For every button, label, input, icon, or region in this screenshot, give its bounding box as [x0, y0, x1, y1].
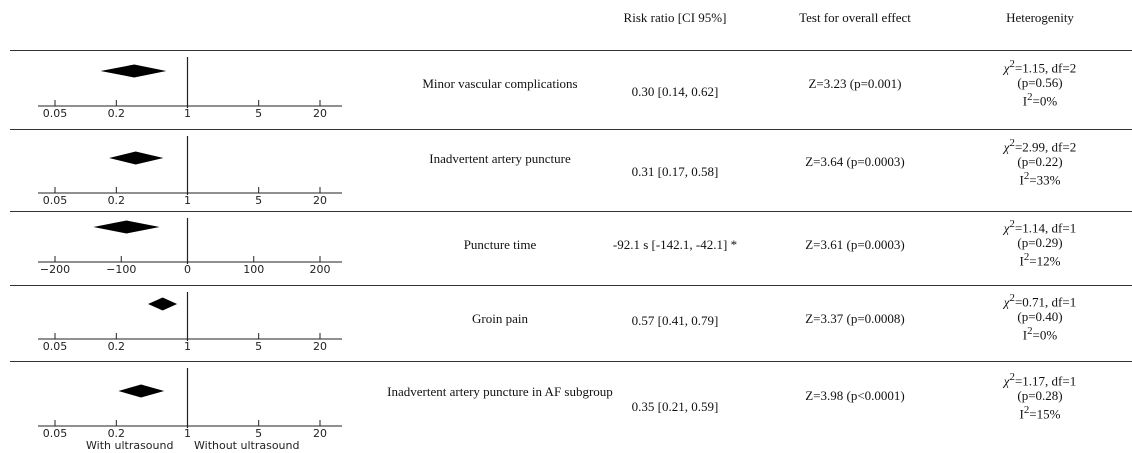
tick-label: 20 — [313, 107, 327, 120]
overall-effect-value: Z=3.37 (p=0.0008) — [805, 311, 905, 326]
chi-square-line: χ2=1.15, df=2 — [1003, 58, 1077, 76]
pooled-estimate-diamond — [109, 151, 164, 165]
tick-label: 0.2 — [108, 107, 126, 120]
tick-label: 1 — [184, 194, 191, 207]
overall-effect-value: Z=3.61 (p=0.0003) — [805, 237, 905, 252]
overall-effect-value: Z=3.23 (p=0.001) — [808, 76, 902, 91]
forest-row: 0.05 0.2 1 5 20 Minor vascular complications… — [0, 51, 1132, 129]
favours-no-ultrasound-label: Without ultrasound — [194, 439, 300, 452]
favours-ultrasound-label: With ultrasound — [86, 439, 174, 452]
tick-label: 20 — [313, 340, 327, 353]
i-square-line: I2=0% — [1022, 91, 1058, 109]
outcome-label: Inadvertent artery puncture — [429, 151, 571, 166]
row-divider — [10, 211, 1132, 212]
tick-label: 5 — [255, 427, 262, 440]
tick-label: 5 — [255, 107, 262, 120]
risk-ratio-value: 0.57 [0.41, 0.79] — [631, 313, 719, 328]
chi-square-line: χ2=1.17, df=1 — [1003, 371, 1077, 389]
tick-label: 0.05 — [43, 194, 68, 207]
forest-plot: 0.05 0.2 1 5 20 — [38, 136, 342, 207]
outcome-label: Minor vascular complications — [422, 76, 578, 91]
tick-label: 200 — [310, 263, 331, 276]
tick-label: 100 — [243, 263, 264, 276]
p-value-line: (p=0.56) — [1017, 75, 1063, 91]
outcome-label: Groin pain — [472, 311, 528, 326]
forest-plot: −200 −100 0 100 200 — [38, 218, 342, 276]
tick-label: 0.05 — [43, 340, 68, 353]
tick-label: 0.05 — [43, 427, 68, 440]
tick-label: 1 — [184, 340, 191, 353]
risk-ratio-value: 0.35 [0.21, 0.59] — [631, 399, 719, 414]
heterogeneity-value: χ2=1.15, df=2 (p=0.56) I2=0% — [960, 57, 1120, 109]
overall-effect-value: Z=3.98 (p<0.0001) — [805, 388, 905, 403]
header-heterogeneity: Heterogenity — [1006, 10, 1074, 25]
tick-label: 1 — [184, 107, 191, 120]
heterogeneity-value: χ2=1.14, df=1 (p=0.29) I2=12% — [960, 217, 1120, 269]
row-divider — [10, 50, 1132, 51]
p-value-line: (p=0.29) — [1017, 235, 1063, 251]
row-divider — [10, 285, 1132, 286]
chi-square-line: χ2=1.14, df=1 — [1003, 218, 1077, 236]
tick-label: 5 — [255, 194, 262, 207]
heterogeneity-value: χ2=0.71, df=1 (p=0.40) I2=0% — [960, 291, 1120, 343]
p-value-line: (p=0.40) — [1017, 309, 1063, 325]
forest-row: 0.05 0.2 1 5 20 Groin pain 0.57 [0.41, 0.79]… — [0, 286, 1132, 361]
forest-plot: 0.05 0.2 1 5 20 — [38, 292, 342, 353]
i-square-line: I2=15% — [1019, 404, 1061, 422]
pooled-estimate-diamond — [93, 220, 160, 234]
header-test-overall-effect: Test for overall effect — [799, 10, 911, 25]
heterogeneity-value: χ2=2.99, df=2 (p=0.22) I2=33% — [960, 136, 1120, 188]
row-divider — [10, 129, 1132, 130]
tick-label: 20 — [313, 427, 327, 440]
header-risk-ratio: Risk ratio [CI 95%] — [623, 10, 727, 25]
i-square-line: I2=33% — [1019, 170, 1061, 188]
tick-label: 0 — [184, 263, 191, 276]
risk-ratio-value: -92.1 s [-142.1, -42.1] * — [612, 237, 738, 252]
forest-row: 0.05 0.2 1 5 20 Inadvertent artery puncture … — [0, 130, 1132, 211]
tick-label: 1 — [184, 427, 191, 440]
risk-ratio-value: 0.30 [0.14, 0.62] — [631, 84, 719, 99]
chi-square-line: χ2=2.99, df=2 — [1003, 137, 1077, 155]
outcome-label: Puncture time — [463, 237, 537, 252]
tick-label: −100 — [106, 263, 136, 276]
forest-row: −200 −100 0 100 200 Puncture time -92.1 s [-… — [0, 212, 1132, 285]
tick-label: −200 — [40, 263, 70, 276]
overall-effect-value: Z=3.64 (p=0.0003) — [805, 154, 905, 169]
forest-plot: 0.05 0.2 1 5 20 — [38, 57, 342, 120]
heterogeneity-value: χ2=1.17, df=1 (p=0.28) I2=15% — [960, 370, 1120, 422]
pooled-estimate-diamond — [100, 64, 167, 78]
tick-label: 0.2 — [108, 427, 126, 440]
tick-label: 0.2 — [108, 194, 126, 207]
tick-label: 20 — [313, 194, 327, 207]
row-divider — [10, 361, 1132, 362]
p-value-line: (p=0.22) — [1017, 154, 1063, 170]
forest-row: 0.05 0.2 1 5 20 Inadvertent artery puncture … — [0, 362, 1132, 453]
tick-label: 0.2 — [108, 340, 126, 353]
outcome-label: Inadvertent artery puncture in AF subgro… — [387, 384, 613, 399]
forest-plot: 0.05 0.2 1 5 20 — [38, 368, 342, 440]
pooled-estimate-diamond — [148, 297, 178, 311]
pooled-estimate-diamond — [118, 384, 165, 398]
risk-ratio-value: 0.31 [0.17, 0.58] — [631, 164, 719, 179]
tick-label: 0.05 — [43, 107, 68, 120]
chi-square-line: χ2=0.71, df=1 — [1003, 292, 1077, 310]
p-value-line: (p=0.28) — [1017, 388, 1063, 404]
i-square-line: I2=0% — [1022, 325, 1058, 343]
tick-label: 5 — [255, 340, 262, 353]
i-square-line: I2=12% — [1019, 251, 1061, 269]
